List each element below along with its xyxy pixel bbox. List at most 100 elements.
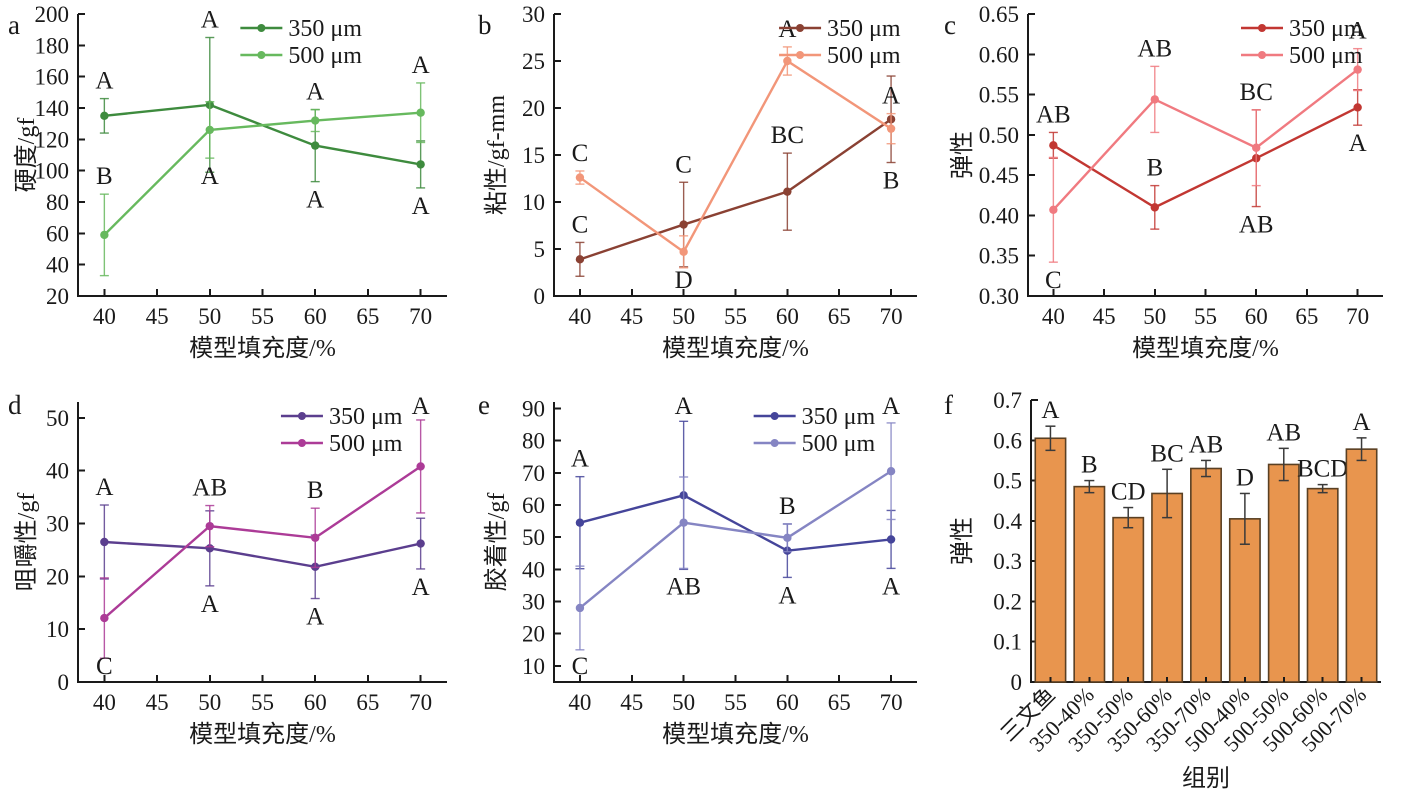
svg-text:65: 65 bbox=[1295, 304, 1318, 329]
svg-text:0: 0 bbox=[534, 284, 546, 309]
svg-text:A: A bbox=[1353, 409, 1371, 436]
svg-text:40: 40 bbox=[46, 253, 69, 278]
svg-text:80: 80 bbox=[522, 429, 545, 454]
svg-text:350 μm: 350 μm bbox=[827, 16, 901, 42]
svg-text:A: A bbox=[1349, 130, 1367, 157]
svg-text:A: A bbox=[95, 68, 113, 95]
svg-text:65: 65 bbox=[828, 690, 851, 715]
panel-e-chart: 10 20 30 40 50 60 70 80 90 胶着性/gf e 40 45 50 55 60 65 70 模… bbox=[478, 390, 917, 748]
svg-text:A: A bbox=[201, 591, 219, 618]
svg-text:350 μm: 350 μm bbox=[1289, 16, 1363, 42]
svg-text:0.50: 0.50 bbox=[979, 123, 1019, 148]
panel-a: 20 40 60 80 100 120 140 160 180 200 硬度/gf a 40 45 50 55… bbox=[0, 0, 467, 376]
svg-text:55: 55 bbox=[724, 304, 747, 329]
svg-text:500 μm: 500 μm bbox=[827, 43, 901, 69]
svg-text:弹性: 弹性 bbox=[949, 517, 976, 565]
svg-text:0.7: 0.7 bbox=[993, 388, 1022, 413]
svg-text:C: C bbox=[572, 140, 589, 167]
svg-text:AB: AB bbox=[1137, 35, 1172, 62]
svg-text:0.65: 0.65 bbox=[979, 2, 1019, 27]
svg-text:模型填充度/%: 模型填充度/% bbox=[189, 335, 336, 362]
svg-text:C: C bbox=[572, 211, 589, 238]
svg-text:B: B bbox=[1081, 452, 1098, 479]
svg-text:20: 20 bbox=[522, 622, 545, 647]
svg-text:65: 65 bbox=[828, 304, 851, 329]
svg-text:20: 20 bbox=[46, 564, 69, 589]
svg-text:70: 70 bbox=[409, 690, 432, 715]
svg-text:A: A bbox=[306, 79, 324, 106]
svg-text:70: 70 bbox=[1346, 304, 1369, 329]
svg-text:60: 60 bbox=[1245, 304, 1268, 329]
svg-text:C: C bbox=[1045, 267, 1062, 294]
svg-text:55: 55 bbox=[251, 304, 274, 329]
panel-b: 0 5 10 15 20 25 30 粘性/gf-mm b 40 45 50 55 60 65 70 模型填充度… bbox=[470, 0, 937, 376]
svg-text:50: 50 bbox=[522, 525, 545, 550]
svg-text:40: 40 bbox=[46, 459, 69, 484]
svg-text:10: 10 bbox=[46, 617, 69, 642]
svg-text:b: b bbox=[478, 10, 492, 40]
svg-text:60: 60 bbox=[522, 493, 545, 518]
svg-text:BC: BC bbox=[1240, 79, 1273, 106]
svg-text:350 μm: 350 μm bbox=[802, 404, 876, 430]
svg-text:70: 70 bbox=[880, 690, 903, 715]
svg-text:B: B bbox=[96, 163, 113, 190]
svg-text:模型填充度/%: 模型填充度/% bbox=[662, 721, 809, 748]
svg-text:45: 45 bbox=[620, 690, 643, 715]
svg-text:模型填充度/%: 模型填充度/% bbox=[662, 335, 809, 362]
svg-text:70: 70 bbox=[522, 461, 545, 486]
svg-text:40: 40 bbox=[568, 304, 591, 329]
svg-text:0.2: 0.2 bbox=[993, 589, 1022, 614]
svg-text:组别: 组别 bbox=[1182, 765, 1230, 792]
svg-text:140: 140 bbox=[35, 96, 70, 121]
svg-text:30: 30 bbox=[522, 2, 545, 27]
svg-text:0.5: 0.5 bbox=[993, 469, 1022, 494]
svg-text:40: 40 bbox=[568, 690, 591, 715]
svg-text:C: C bbox=[96, 653, 113, 680]
svg-text:0.30: 0.30 bbox=[979, 284, 1019, 309]
svg-text:20: 20 bbox=[522, 96, 545, 121]
panel-f: 0 0.1 0.2 0.3 0.4 0.5 0.6 0.7 弹性 f A 三文鱼 B 350-40% CD 3… bbox=[936, 380, 1403, 798]
svg-text:55: 55 bbox=[1194, 304, 1217, 329]
svg-text:c: c bbox=[944, 10, 956, 40]
svg-text:硬度/gf: 硬度/gf bbox=[13, 118, 40, 193]
svg-text:30: 30 bbox=[46, 512, 69, 537]
svg-text:咀嚼性/gf: 咀嚼性/gf bbox=[13, 493, 40, 592]
svg-text:B: B bbox=[1146, 155, 1163, 182]
svg-text:a: a bbox=[8, 10, 20, 40]
panel-b-chart: 0 5 10 15 20 25 30 粘性/gf-mm b 40 45 50 55 60 65 70 模型填充度… bbox=[478, 2, 917, 362]
svg-text:A: A bbox=[412, 52, 430, 79]
svg-text:65: 65 bbox=[356, 690, 379, 715]
svg-text:500 μm: 500 μm bbox=[1289, 43, 1363, 69]
svg-text:0.3: 0.3 bbox=[993, 549, 1022, 574]
svg-text:30: 30 bbox=[522, 590, 545, 615]
svg-text:200: 200 bbox=[35, 2, 70, 27]
svg-text:40: 40 bbox=[93, 690, 116, 715]
svg-text:A: A bbox=[201, 163, 219, 190]
svg-text:10: 10 bbox=[522, 654, 545, 679]
svg-text:B: B bbox=[779, 493, 796, 520]
svg-text:160: 160 bbox=[35, 65, 70, 90]
svg-text:A: A bbox=[571, 446, 589, 473]
svg-text:20: 20 bbox=[46, 284, 69, 309]
svg-text:AB: AB bbox=[1036, 101, 1071, 128]
svg-text:45: 45 bbox=[146, 304, 169, 329]
svg-text:0.45: 0.45 bbox=[979, 163, 1019, 188]
svg-text:D: D bbox=[1236, 464, 1254, 491]
svg-text:45: 45 bbox=[146, 690, 169, 715]
svg-text:500 μm: 500 μm bbox=[288, 43, 362, 69]
svg-text:60: 60 bbox=[46, 221, 69, 246]
svg-text:0: 0 bbox=[1011, 670, 1023, 695]
svg-text:65: 65 bbox=[356, 304, 379, 329]
svg-text:60: 60 bbox=[304, 690, 327, 715]
svg-text:40: 40 bbox=[93, 304, 116, 329]
svg-text:0.35: 0.35 bbox=[979, 244, 1019, 269]
svg-text:A: A bbox=[306, 604, 324, 631]
svg-text:70: 70 bbox=[880, 304, 903, 329]
svg-text:0.6: 0.6 bbox=[993, 428, 1022, 453]
svg-text:50: 50 bbox=[672, 690, 695, 715]
svg-text:AB: AB bbox=[1189, 431, 1224, 458]
svg-text:50: 50 bbox=[672, 304, 695, 329]
svg-text:AB: AB bbox=[192, 475, 227, 502]
